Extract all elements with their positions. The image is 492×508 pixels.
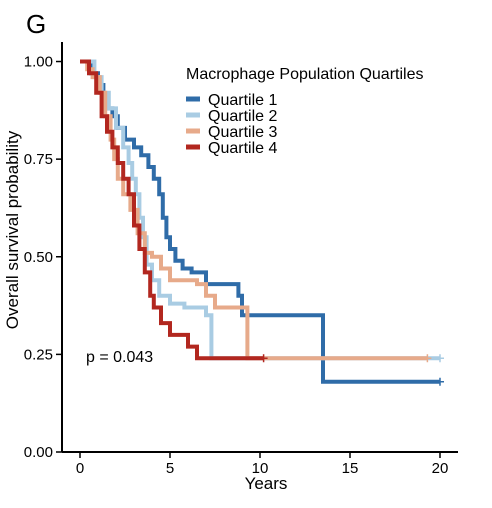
y-tick-label: 0.75 (24, 151, 53, 168)
series-line-quartile-4 (80, 59, 264, 361)
y-tick-label: 0.00 (24, 444, 53, 461)
legend: Macrophage Population Quartiles Quartile… (186, 66, 423, 157)
series-line-quartile-2 (80, 59, 440, 361)
censor-mark (436, 377, 444, 386)
x-axis-ticks: 0 5 10 15 20 (76, 452, 449, 477)
y-tick-label: 0.25 (24, 346, 53, 363)
censor-mark (423, 354, 432, 363)
panel-letter: G (26, 9, 46, 39)
p-value-annotation: p = 0.043 (86, 349, 153, 366)
x-tick-label: 10 (252, 460, 269, 477)
y-tick-label: 1.00 (24, 54, 53, 71)
censor-mark (436, 354, 444, 363)
plot-area (80, 59, 444, 386)
y-axis-ticks: 0.00 0.25 0.50 0.75 1.00 (24, 54, 62, 461)
legend-label: Quartile 2 (208, 108, 277, 125)
x-tick-label: 20 (432, 460, 449, 477)
y-tick-label: 0.50 (24, 249, 53, 266)
legend-label: Quartile 1 (208, 92, 277, 109)
legend-label: Quartile 3 (208, 124, 277, 141)
x-tick-label: 0 (76, 460, 84, 477)
censor-mark (259, 354, 268, 363)
x-axis-title: Years (245, 474, 288, 493)
y-axis-title: Overall survival probability (3, 130, 22, 329)
x-tick-label: 15 (342, 460, 359, 477)
legend-label: Quartile 4 (208, 140, 277, 157)
legend-title: Macrophage Population Quartiles (186, 66, 423, 83)
x-tick-label: 5 (166, 460, 174, 477)
